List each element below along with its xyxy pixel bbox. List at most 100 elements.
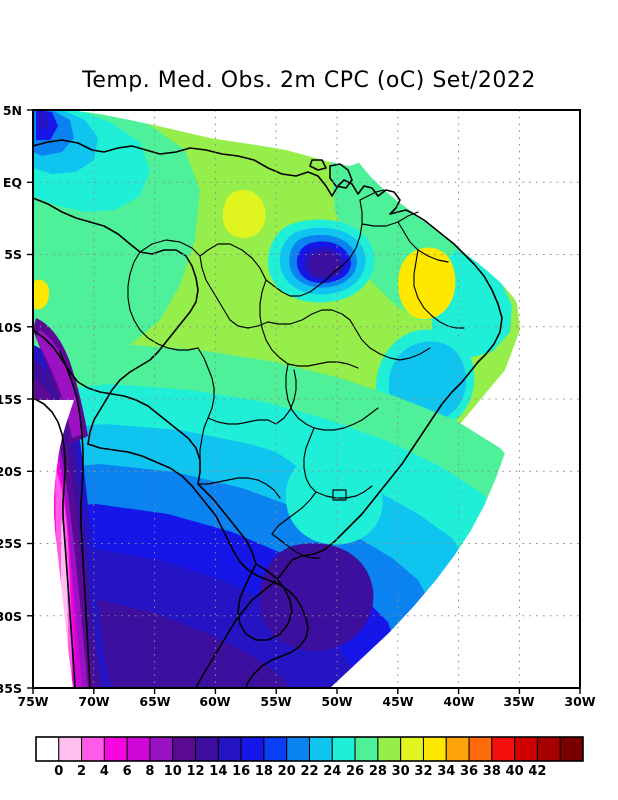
border-argentina-chile [59,351,91,688]
colorbar-tick-label: 14 [209,764,228,779]
border-brazil-southwest [87,443,279,585]
border-brazil-west [33,197,199,445]
border-brazil-south [245,583,309,688]
state-border-2 [199,255,269,329]
state-border-18 [197,477,281,499]
colorbar-tick-label: 10 [163,764,182,779]
colorbar-cell [195,736,219,762]
state-border-21 [197,347,215,419]
colorbar-cell [309,736,333,762]
colorbar-cell [331,736,356,762]
gridlines [33,110,580,688]
state-border-13 [313,407,379,431]
colorbar-cell [445,736,470,762]
xtick-label-40W: 40W [443,694,475,709]
band-6-8-andes-upper [36,330,83,438]
xtick-label-35W: 35W [503,694,535,709]
colorbar-tick-label: 30 [391,764,410,779]
colorbar-cell [172,736,197,762]
ytick-label-35S: 35S [0,681,22,696]
colorbar-tick-label: 32 [414,764,433,779]
state-border-23 [275,369,297,425]
band-30-32-hotspot-w [33,279,50,310]
band-28-30-hotspot-n-halo [222,189,266,238]
colorbar-cell [126,736,151,762]
colorbar-tick-label: 38 [482,764,501,779]
state-border-11 [287,361,359,369]
coastline-pacific [33,397,76,688]
state-border-19 [127,251,149,339]
colorbar-cells [35,736,584,762]
xtick-label-50W: 50W [321,694,353,709]
ytick-label-25S: 25S [0,536,22,551]
colorbar-tick-label: 18 [254,764,273,779]
colorbar-cell [514,736,538,762]
colorbar-cell [35,736,60,762]
ytick-label-5N: 5N [2,103,22,118]
ytick-label-30S: 30S [0,609,22,624]
colorbar-cell [422,736,447,762]
colorbar-cell [149,736,174,762]
state-border-16 [271,491,317,535]
colorbar-cell [217,736,242,762]
coastline-islet-1 [309,159,327,171]
colorbar-tick-label: 6 [122,764,132,779]
xtick-label-70W: 70W [78,694,110,709]
state-border-9 [349,319,431,361]
colorbar-tick-label: 42 [528,764,547,779]
axis-ticks [27,109,581,694]
coastline-northeast [341,243,503,535]
colorbar-tick-label: 20 [277,764,296,779]
band-12-14-coldcore [308,251,341,278]
ytick-label-15S: 15S [0,392,22,407]
border-peru-bolivia [33,329,149,407]
state-border-12 [285,363,315,429]
state-border-17 [271,533,321,559]
band-14-16-nw [38,110,48,130]
colorbar-cell [468,736,493,762]
border-paraguay-argentina [197,483,257,565]
ytick-label-20S: 20S [0,464,22,479]
state-border-5 [333,199,363,273]
colorbar-cell [58,736,83,762]
colorbar-cell [377,736,402,762]
page-title: Temp. Med. Obs. 2m CPC (oC) Set/2022 [82,68,536,93]
state-border-14 [303,427,317,493]
coastline-north [33,139,455,245]
colorbar-tick-label: 0 [54,764,64,779]
colorbar-cell [400,736,424,762]
coastline-layer [33,139,503,688]
band-30-32-hotspot-ne [398,247,456,320]
colorbar-tick-label: 28 [368,764,387,779]
colorbar-cell [103,736,128,762]
state-border-6 [361,211,419,227]
state-border-20 [147,337,199,351]
colorbar-tick-label: 36 [459,764,479,779]
colorbar-cell [263,736,288,762]
xtick-label-65W: 65W [139,694,171,709]
coastline-southeast [195,533,343,688]
ocean-mask-atlantic-se [332,420,580,688]
colorbar-tick-label: 12 [186,764,205,779]
colorbar-cell [354,736,379,762]
state-border-10 [259,279,289,365]
colorbar-cell [559,736,584,762]
colorbar-cell [240,736,265,762]
xtick-label-45W: 45W [382,694,414,709]
xtick-label-55W: 55W [260,694,292,709]
colorbar-cell [536,736,561,762]
colorbar-cell [491,736,516,762]
state-border-1 [139,239,267,281]
ytick-label-5S: 5S [4,247,22,262]
colorbar-tick-label: 8 [145,764,155,779]
colorbar-frame [35,736,584,762]
colorbar-tick-label: 40 [505,764,524,779]
xtick-label-75W: 75W [17,694,49,709]
colorbar-tick-label: 24 [323,764,342,779]
xtick-label-30W: 30W [564,694,596,709]
colorbar-tick-label: 2 [77,764,87,779]
border-uruguay [237,563,293,641]
colorbar-cell [286,736,310,762]
